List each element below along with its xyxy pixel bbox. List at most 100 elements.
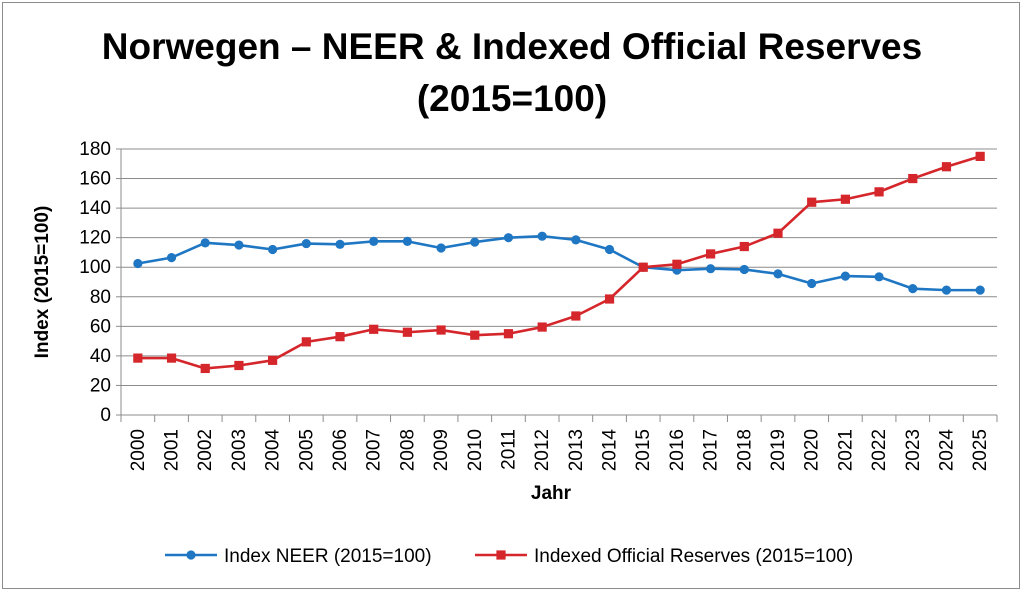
x-tick-label: 2010 (465, 429, 486, 471)
x-tick-label: 2012 (532, 429, 553, 471)
data-point (571, 311, 581, 321)
x-tick-label: 2021 (835, 429, 856, 471)
data-point (301, 337, 311, 347)
x-tick-label: 2007 (364, 429, 385, 471)
data-point (908, 284, 918, 294)
x-tick-label: 2011 (498, 429, 519, 470)
y-tick-label: 140 (79, 198, 111, 219)
series-line-2 (137, 155, 981, 370)
y-tick-label: 0 (100, 405, 111, 426)
data-point (166, 353, 177, 363)
data-point (369, 236, 379, 246)
data-point (537, 322, 547, 332)
legend-marker-1 (186, 550, 196, 560)
chart-title-line-2: (2015=100) (417, 78, 607, 119)
data-point (672, 259, 682, 269)
x-tick-label: 2005 (296, 429, 317, 471)
legend: Index NEER (2015=100) Indexed Official Re… (165, 546, 853, 567)
y-axis-title: Index (2015=100) (32, 206, 53, 359)
gridlines (121, 148, 997, 386)
data-point (975, 285, 985, 295)
data-point (268, 355, 278, 365)
y-tick-label: 160 (79, 169, 111, 190)
data-point (166, 253, 177, 263)
y-tick-labels: 0 20 40 60 80 100 120 140 160 180 (79, 139, 111, 426)
data-point (807, 197, 817, 207)
data-point (268, 244, 278, 255)
x-tick-label: 2000 (128, 429, 149, 471)
data-point (234, 240, 244, 250)
data-point (638, 262, 648, 272)
x-tick-label: 2025 (970, 429, 991, 471)
x-tick-label: 2024 (936, 429, 957, 472)
legend-marker-2 (496, 550, 506, 560)
data-point (604, 244, 615, 255)
data-point (874, 272, 884, 282)
data-point (941, 162, 952, 172)
x-tick-label: 2022 (869, 429, 890, 471)
data-point (402, 327, 412, 337)
x-tick-label: 2003 (229, 429, 250, 471)
y-tick-label: 20 (90, 375, 111, 396)
y-tick-label: 80 (90, 287, 111, 308)
y-tick-label: 180 (79, 139, 111, 160)
data-point (604, 294, 615, 304)
data-point (335, 332, 345, 342)
chart-canvas: Norwegen – NEER & Indexed Official Reser… (32, 26, 998, 567)
legend-label-1: Index NEER (2015=100) (224, 546, 432, 567)
x-tick-label: 2008 (397, 429, 418, 471)
data-point (133, 353, 143, 363)
data-point (503, 233, 514, 243)
x-tick-label: 2015 (633, 429, 654, 471)
data-point (470, 237, 480, 247)
data-point (874, 187, 884, 197)
data-point (402, 236, 412, 246)
data-point (840, 194, 850, 204)
data-point (975, 151, 985, 161)
series-layer (133, 151, 985, 374)
data-point (739, 241, 749, 252)
x-tick-labels: 2000 2001 2002 2003 2004 2005 2006 2007 2008 2009… (128, 429, 991, 472)
data-point (369, 324, 379, 334)
x-tick-label: 2016 (667, 429, 688, 471)
axes (116, 148, 998, 422)
x-tick-label: 2006 (330, 429, 351, 471)
data-point (908, 173, 918, 184)
y-tick-label: 100 (79, 257, 111, 278)
data-point (436, 325, 446, 335)
data-point (200, 238, 210, 248)
data-point (739, 264, 749, 275)
x-tick-label: 2018 (734, 429, 755, 471)
x-tick-label: 2020 (802, 429, 823, 471)
data-point (773, 228, 783, 238)
x-tick-label: 2013 (566, 429, 587, 471)
x-tick-label: 2004 (263, 429, 284, 472)
chart-title: Norwegen – NEER & Indexed Official Reser… (102, 26, 922, 119)
x-axis-title: Jahr (531, 483, 572, 504)
y-tick-label: 60 (90, 316, 111, 337)
x-tick-label: 2009 (431, 429, 452, 471)
x-tick-label: 2002 (195, 429, 216, 471)
data-point (200, 363, 210, 374)
data-point (301, 238, 311, 249)
legend-label-2: Indexed Official Reserves (2015=100) (534, 546, 853, 567)
data-point (234, 360, 244, 371)
data-point (941, 285, 952, 295)
data-point (773, 269, 783, 279)
series-line-1 (137, 234, 981, 292)
x-tick-label: 2014 (600, 429, 621, 472)
x-tick-label: 2023 (903, 429, 924, 471)
data-point (537, 231, 547, 241)
data-point (335, 239, 345, 249)
data-point (503, 329, 514, 339)
x-tick-label: 2001 (162, 429, 183, 471)
y-tick-label: 120 (79, 228, 111, 249)
data-point (571, 235, 581, 245)
data-point (840, 271, 850, 281)
data-point (133, 258, 143, 269)
chart-title-line-1: Norwegen – NEER & Indexed Official Reser… (102, 26, 922, 67)
data-point (436, 243, 446, 253)
data-point (706, 264, 716, 274)
data-point (470, 330, 480, 340)
